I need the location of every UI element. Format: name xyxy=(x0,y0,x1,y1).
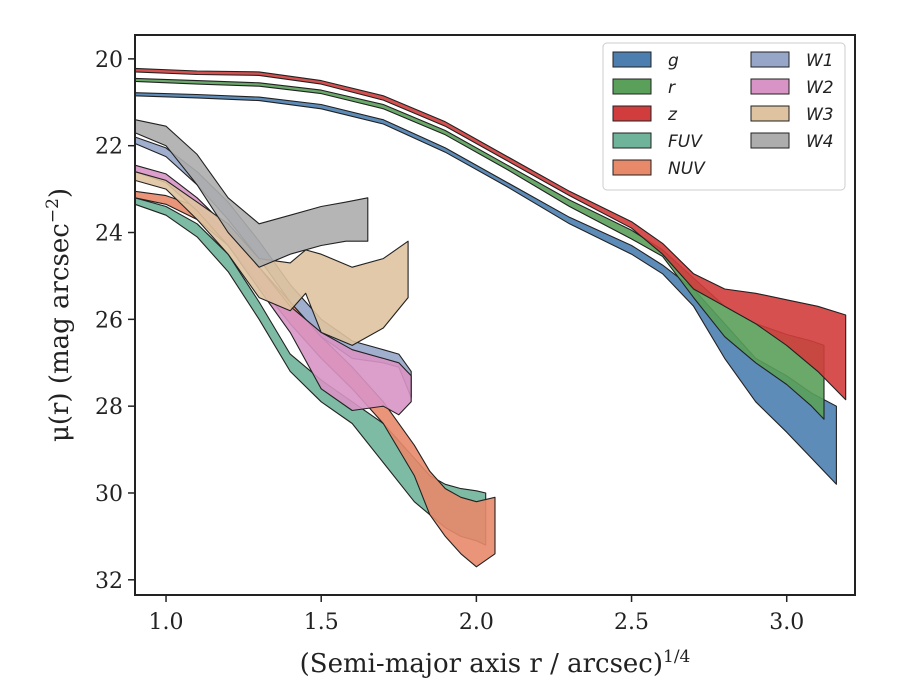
legend: grz FUV NUV W1 W2 W3 W4 xyxy=(602,42,846,191)
legend-label-w3: W3 xyxy=(806,105,834,125)
y-tick-label: 26 xyxy=(95,308,123,333)
legend-label-nuv: NUV xyxy=(668,159,706,179)
legend-swatch-g xyxy=(612,51,652,68)
y-axis-label-exponent: −2 xyxy=(43,198,63,223)
legend-swatch-w2 xyxy=(750,78,790,95)
y-tick-label: 22 xyxy=(95,135,123,160)
legend-swatch-z xyxy=(612,105,652,122)
x-tick-label: 2.5 xyxy=(614,610,649,635)
y-tick-label: 30 xyxy=(95,482,123,507)
x-tick-label: 3.0 xyxy=(769,610,804,635)
y-axis-label-text: μ(r) (mag arcsec xyxy=(45,223,75,442)
series-band-r xyxy=(134,77,825,420)
y-tick-label: 28 xyxy=(95,395,123,420)
legend-label-w1: W1 xyxy=(806,51,834,71)
legend-label-z: z xyxy=(667,105,678,125)
x-tick-label: 1.0 xyxy=(149,610,184,635)
x-axis: 1.0 1.5 2.0 2.5 3.0 xyxy=(149,595,804,635)
legend-label-w2: W2 xyxy=(806,78,834,98)
x-axis-label-text: (Semi-major axis r / arcsec) xyxy=(300,649,663,679)
legend-label-w4: W4 xyxy=(806,132,834,152)
legend-swatch-r xyxy=(612,78,652,95)
legend-swatch-nuv xyxy=(612,159,652,176)
y-axis: 20 22 24 26 28 30 32 xyxy=(95,48,135,594)
y-tick-label: 32 xyxy=(95,569,123,594)
legend-swatch-w3 xyxy=(750,105,790,122)
series-band-w4 xyxy=(134,119,369,268)
x-tick-label: 1.5 xyxy=(304,610,339,635)
series-band-z xyxy=(134,67,847,401)
x-axis-label: (Semi-major axis r / arcsec)1/4 xyxy=(300,647,691,679)
legend-swatch-w4 xyxy=(750,132,790,149)
series-layer xyxy=(134,67,847,568)
legend-label-r: r xyxy=(668,78,676,98)
legend-label-g: g xyxy=(668,51,679,71)
plot-frame xyxy=(134,34,856,596)
series-band-g xyxy=(134,92,837,485)
legend-swatch-w1 xyxy=(750,51,790,68)
y-axis-label-close: ) xyxy=(45,188,75,198)
legend-label-fuv: FUV xyxy=(668,132,703,152)
y-tick-label: 20 xyxy=(95,48,123,73)
y-axis-label: μ(r) (mag arcsec−2) xyxy=(43,188,75,442)
x-axis-label-exponent: 1/4 xyxy=(663,647,690,667)
x-tick-label: 2.0 xyxy=(459,610,494,635)
legend-swatch-fuv xyxy=(612,132,652,149)
y-tick-label: 24 xyxy=(95,222,123,247)
